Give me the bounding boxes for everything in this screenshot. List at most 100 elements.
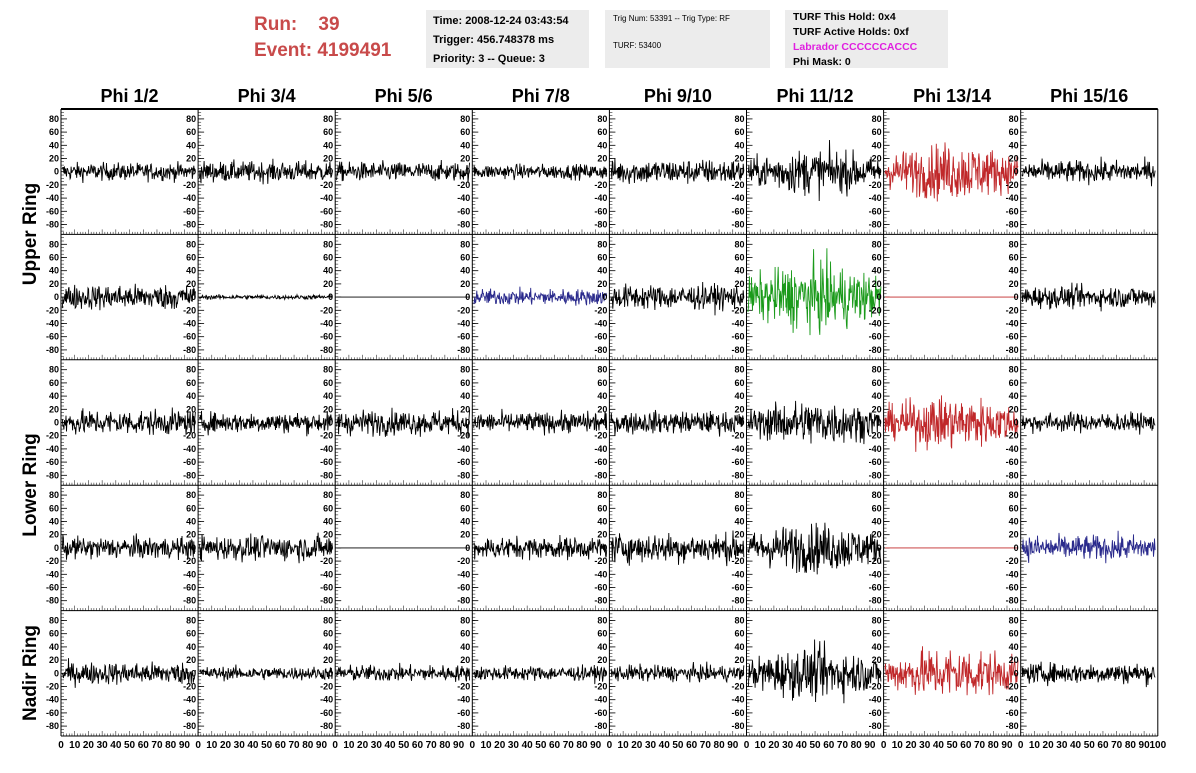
y-tick-label: -20 [183,180,196,190]
y-tick-label: 20 [186,404,196,414]
y-tick-label: 20 [872,154,882,164]
x-tick-label: 90 [316,740,328,751]
y-tick-label: 40 [49,140,59,150]
waveform-panel: 80 60 40 20 0 -20 -40 -60 -80 [46,613,199,736]
y-tick-label: 60 [186,503,196,513]
waveform-panel: 80 60 40 20 0 -20 -40 -60 -80 [869,362,1021,486]
y-tick-label: 0 [739,668,744,678]
y-tick-label: 60 [49,127,59,137]
y-tick-label: 20 [734,404,744,414]
y-tick-label: -60 [594,457,607,467]
column-heading: Phi 15/16 [1050,86,1129,106]
y-tick-label: 20 [872,530,882,540]
y-tick-label: 0 [739,418,744,428]
y-tick-label: 80 [323,616,333,626]
waveform-trace [199,158,333,185]
y-tick-label: -60 [1006,708,1019,718]
y-tick-label: 0 [602,543,607,553]
y-tick-label: -40 [731,695,744,705]
waveform-panel: 80 60 40 20 0 -20 -40 -60 -80 [320,488,473,611]
x-tick-label: 90 [453,740,465,751]
y-tick-label: -80 [457,721,470,731]
y-tick-label: 20 [460,279,470,289]
y-tick-label: 0 [54,668,59,678]
y-tick-label: -60 [869,708,882,718]
waveform-panel: 80 60 40 20 0 -20 -40 -60 -80 [869,112,1021,235]
y-tick-label: -60 [457,708,470,718]
y-tick-label: 60 [186,629,196,639]
y-tick-label: 0 [54,292,59,302]
y-tick-label: 60 [1009,253,1019,263]
y-tick-label: -40 [183,319,196,329]
x-tick-label: 40 [659,740,671,751]
waveform-panel: 80 60 40 20 0 -20 -40 -60 -80 [1006,237,1159,360]
y-tick-label: -80 [320,470,333,480]
y-tick-label: 20 [323,404,333,414]
waveform-panel: 80 60 40 20 0 -20 -40 -60 -80 [869,237,1021,360]
y-tick-label: -40 [46,319,59,329]
y-tick-label: -60 [183,332,196,342]
x-tick-label: 20 [357,740,369,751]
x-tick-label: 60 [686,740,698,751]
waveform-panel: 80 60 40 20 0 -20 -40 -60 -80 [594,112,747,235]
x-tick-label: 80 [302,740,314,751]
y-tick-label: -80 [183,596,196,606]
y-tick-label: -40 [320,193,333,203]
y-tick-label: 0 [877,292,882,302]
y-tick-label: 60 [1009,127,1019,137]
y-tick-label: -80 [457,596,470,606]
run-label: Run: 39 [254,14,340,35]
y-tick-label: 80 [49,239,59,249]
y-tick-label: -80 [46,721,59,731]
y-tick-label: 20 [1009,530,1019,540]
y-tick-label: -80 [594,220,607,230]
y-tick-label: 60 [734,503,744,513]
waveform-trace [336,662,471,682]
waveform-panel: 80 60 40 20 0 -20 -40 -60 -80 [869,613,1021,736]
y-tick-label: 60 [460,378,470,388]
y-tick-label: 40 [49,517,59,527]
y-tick-label: 40 [734,140,744,150]
y-tick-label: 80 [734,239,744,249]
y-tick-label: 80 [460,114,470,124]
y-tick-label: -60 [457,206,470,216]
y-tick-label: 60 [872,378,882,388]
y-tick-label: 40 [1009,140,1019,150]
y-tick-label: 80 [460,365,470,375]
time-text: Time: 2008-12-24 03:43:54 [433,15,569,27]
y-tick-label: -40 [457,193,470,203]
waveform-trace [61,283,196,311]
y-tick-label: 0 [1014,418,1019,428]
y-tick-label: 40 [734,391,744,401]
y-tick-label: 0 [54,167,59,177]
y-tick-label: -80 [183,470,196,480]
y-tick-label: 40 [734,266,744,276]
y-tick-label: 40 [186,140,196,150]
waveform-panel: 80 60 40 20 0 -20 -40 -60 -80 [594,362,747,486]
x-tick-label: 70 [151,740,163,751]
waveform-panel: 80 60 40 20 0 -20 -40 -60 -80 [183,362,336,486]
x-tick-label: 90 [1139,740,1151,751]
y-tick-label: 60 [872,503,882,513]
x-tick-label: 70 [974,740,986,751]
y-tick-label: 20 [186,154,196,164]
y-tick-label: 60 [323,629,333,639]
y-tick-label: 20 [597,279,607,289]
waveform-panel: 80 60 40 20 0 -20 -40 -60 -80 [731,237,884,360]
y-tick-label: -80 [46,470,59,480]
waveform-trace [199,410,333,437]
y-tick-label: -40 [183,444,196,454]
y-tick-label: -40 [457,695,470,705]
waveform-trace [1021,661,1156,688]
x-tick-label: 0 [195,740,201,751]
y-tick-label: -80 [869,220,882,230]
y-tick-label: 20 [1009,154,1019,164]
y-tick-label: 80 [1009,490,1019,500]
waveform-panel: 80 60 40 20 0 -20 -40 -60 -80 [46,112,199,235]
y-tick-label: 20 [323,154,333,164]
y-tick-label: -20 [594,180,607,190]
y-tick-label: 40 [1009,266,1019,276]
y-tick-label: 40 [186,266,196,276]
y-tick-label: -80 [46,345,59,355]
y-tick-label: 80 [49,490,59,500]
